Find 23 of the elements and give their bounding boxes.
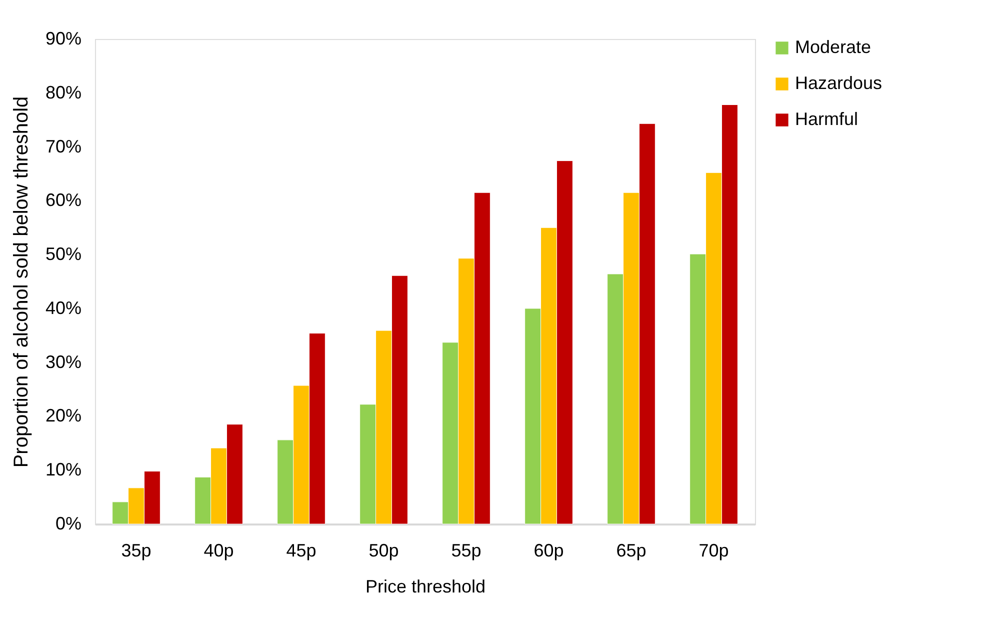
x-tick-label: 40p [204,540,234,560]
y-tick-label: 40% [45,298,82,318]
y-tick-label: 10% [45,460,82,480]
legend-label: Harmful [795,109,858,129]
y-tick-label: 60% [45,190,82,210]
y-tick-label: 70% [45,136,82,156]
x-tick-label: 60p [534,540,564,560]
y-tick-label: 80% [45,82,82,102]
legend-label: Moderate [795,37,872,57]
y-tick-label: 50% [45,244,82,264]
x-tick-label: 35p [121,540,152,560]
x-tick-label: 45p [286,540,316,560]
y-tick-label: 20% [45,406,82,426]
x-tick-label: 65p [616,540,646,560]
x-tick-label: 70p [698,540,729,560]
x-tick-label: 50p [368,540,399,560]
x-tick-label: 55p [451,540,482,560]
y-axis-title: Proportion of alcohol sold below threshold [10,96,32,468]
y-tick-label: 30% [45,352,82,372]
y-tick-label: 90% [45,28,82,48]
y-tick-label: 0% [55,514,82,534]
legend-label: Hazardous [795,73,882,93]
x-axis-title: Price threshold [365,576,486,596]
